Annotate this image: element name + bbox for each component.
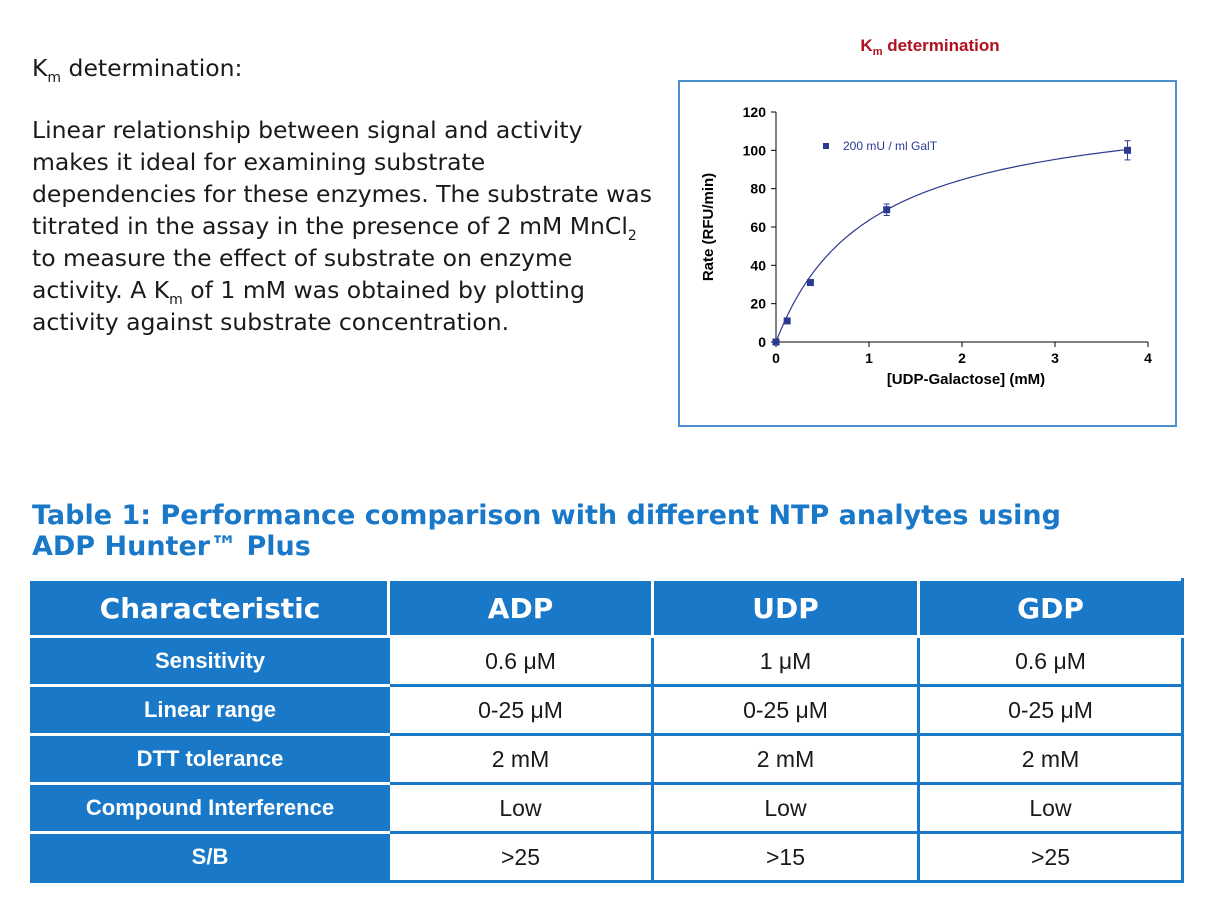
- table-row: Compound Interference Low Low Low: [30, 782, 1184, 834]
- x-axis-label: [UDP-Galactose] (mM): [887, 371, 1045, 388]
- chart-title: Km determination: [680, 36, 1180, 58]
- chart-title-rest: determination: [882, 36, 1000, 55]
- table-row: DTT tolerance 2 mM 2 mM 2 mM: [30, 733, 1184, 785]
- x-tick-label: 0: [772, 350, 780, 366]
- x-tick-label: 2: [958, 350, 966, 366]
- table-row: S/B >25 >15 >25: [30, 831, 1184, 883]
- y-tick-label: 40: [750, 257, 766, 273]
- data-point: [883, 206, 891, 214]
- table-cell: Low: [917, 782, 1184, 834]
- data-point: [806, 279, 814, 287]
- table-title-line1: Table 1: Performance comparison with dif…: [32, 500, 1061, 531]
- table-cell: 0.6 μM: [387, 635, 654, 687]
- table-row: Sensitivity 0.6 μM 1 μM 0.6 μM: [30, 635, 1184, 687]
- row-label: DTT tolerance: [30, 733, 390, 785]
- x-tick-label: 3: [1051, 350, 1059, 366]
- table-cell: 0-25 μM: [651, 684, 920, 736]
- table-cell: 0-25 μM: [917, 684, 1184, 736]
- y-tick-label: 80: [750, 181, 766, 197]
- row-label: Sensitivity: [30, 635, 390, 687]
- chart-title-sub: m: [872, 46, 883, 58]
- legend-label: 200 mU / ml GalT: [843, 139, 938, 153]
- table-cell: >25: [917, 831, 1184, 883]
- table-row: Linear range 0-25 μM 0-25 μM 0-25 μM: [30, 684, 1184, 736]
- x-tick-label: 1: [865, 350, 873, 366]
- table-cell: 0.6 μM: [917, 635, 1184, 687]
- intro-text-block: Km determination: Linear relationship be…: [32, 52, 652, 338]
- data-point: [1124, 146, 1132, 154]
- intro-paragraph-sub1: 2: [627, 228, 637, 244]
- header-gdp: GDP: [917, 578, 1184, 638]
- table-title-line2: ADP Hunter™ Plus: [32, 531, 311, 562]
- table-cell: >15: [651, 831, 920, 883]
- y-axis-label: Rate (RFU/min): [700, 173, 717, 281]
- header-characteristic: Characteristic: [30, 578, 390, 638]
- table-cell: 2 mM: [651, 733, 920, 785]
- chart-title-k: K: [860, 36, 873, 55]
- table-cell: Low: [651, 782, 920, 834]
- y-tick-label: 0: [758, 334, 766, 350]
- row-label: Compound Interference: [30, 782, 390, 834]
- km-heading-k: K: [32, 54, 48, 82]
- row-label: S/B: [30, 831, 390, 883]
- table-cell: Low: [387, 782, 654, 834]
- intro-paragraph-part2: to measure the effect of substrate on en…: [32, 244, 573, 304]
- table-cell: 1 μM: [651, 635, 920, 687]
- header-adp: ADP: [387, 578, 654, 638]
- intro-paragraph-part3: of 1 mM was obtained by plotting activit…: [32, 276, 585, 336]
- intro-paragraph-part1: Linear relationship between signal and a…: [32, 116, 652, 240]
- row-label: Linear range: [30, 684, 390, 736]
- intro-paragraph: Linear relationship between signal and a…: [32, 114, 652, 338]
- y-tick-label: 60: [750, 219, 766, 235]
- data-point: [783, 317, 791, 325]
- performance-table: Characteristic ADP UDP GDP Sensitivity 0…: [30, 578, 1184, 883]
- km-heading-rest: determination:: [61, 54, 243, 82]
- km-heading-sub: m: [47, 70, 62, 86]
- legend-marker: [823, 143, 829, 149]
- table-cell: 2 mM: [387, 733, 654, 785]
- table-title: Table 1: Performance comparison with dif…: [32, 500, 1182, 562]
- km-heading: Km determination:: [32, 52, 652, 86]
- table-cell: 2 mM: [917, 733, 1184, 785]
- header-udp: UDP: [651, 578, 920, 638]
- intro-paragraph-sub2: m: [169, 292, 183, 308]
- km-chart: 0 20 40 60 80 100 120 0 1 2 3 4 [UDP-Galactose] (mM)…: [700, 104, 1152, 388]
- x-tick-label: 4: [1144, 350, 1152, 366]
- y-tick-label: 100: [743, 142, 767, 158]
- fit-curve: [775, 148, 1128, 343]
- table-cell: >25: [387, 831, 654, 883]
- data-point: [772, 338, 780, 346]
- table-cell: 0-25 μM: [387, 684, 654, 736]
- table-header-row: Characteristic ADP UDP GDP: [30, 578, 1184, 638]
- y-tick-label: 120: [743, 104, 767, 120]
- chart-frame: 0 20 40 60 80 100 120 0 1 2 3 4 [UDP-Galactose] (mM)…: [678, 80, 1177, 427]
- y-tick-label: 20: [750, 296, 766, 312]
